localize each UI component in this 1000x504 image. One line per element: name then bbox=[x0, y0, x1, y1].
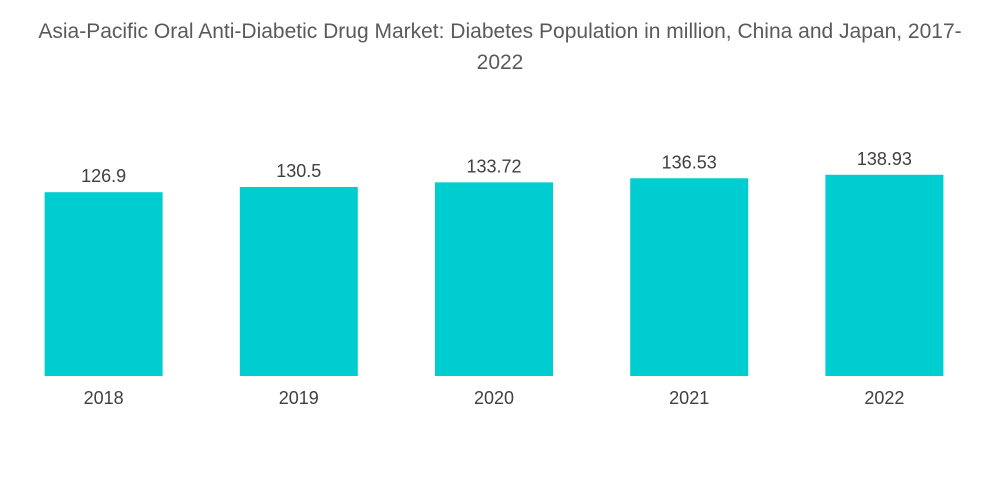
x-axis: 2018 2019 2020 2021 2022 bbox=[84, 388, 905, 408]
chart-title: Asia-Pacific Oral Anti-Diabetic Drug Mar… bbox=[38, 20, 962, 74]
bar-2021 bbox=[630, 178, 749, 376]
bar-2020 bbox=[435, 182, 553, 376]
value-label-2019: 130.5 bbox=[276, 161, 321, 181]
value-label-2018: 126.9 bbox=[81, 166, 126, 186]
x-tick-label-2021: 2021 bbox=[669, 388, 709, 408]
bar-2022 bbox=[825, 174, 944, 376]
value-label-2020: 133.72 bbox=[466, 156, 521, 176]
bar-2018 bbox=[44, 192, 163, 376]
x-tick-label-2022: 2022 bbox=[864, 388, 904, 408]
value-label-2021: 136.53 bbox=[662, 152, 717, 172]
x-tick-label-2019: 2019 bbox=[279, 388, 319, 408]
x-tick-label-2018: 2018 bbox=[84, 388, 124, 408]
value-labels-group: 126.9 130.5 133.72 136.53 138.93 bbox=[81, 149, 912, 186]
bar-2019 bbox=[239, 187, 358, 376]
x-tick-label-2020: 2020 bbox=[474, 388, 514, 408]
bars-group bbox=[44, 174, 944, 376]
value-label-2022: 138.93 bbox=[857, 149, 912, 169]
